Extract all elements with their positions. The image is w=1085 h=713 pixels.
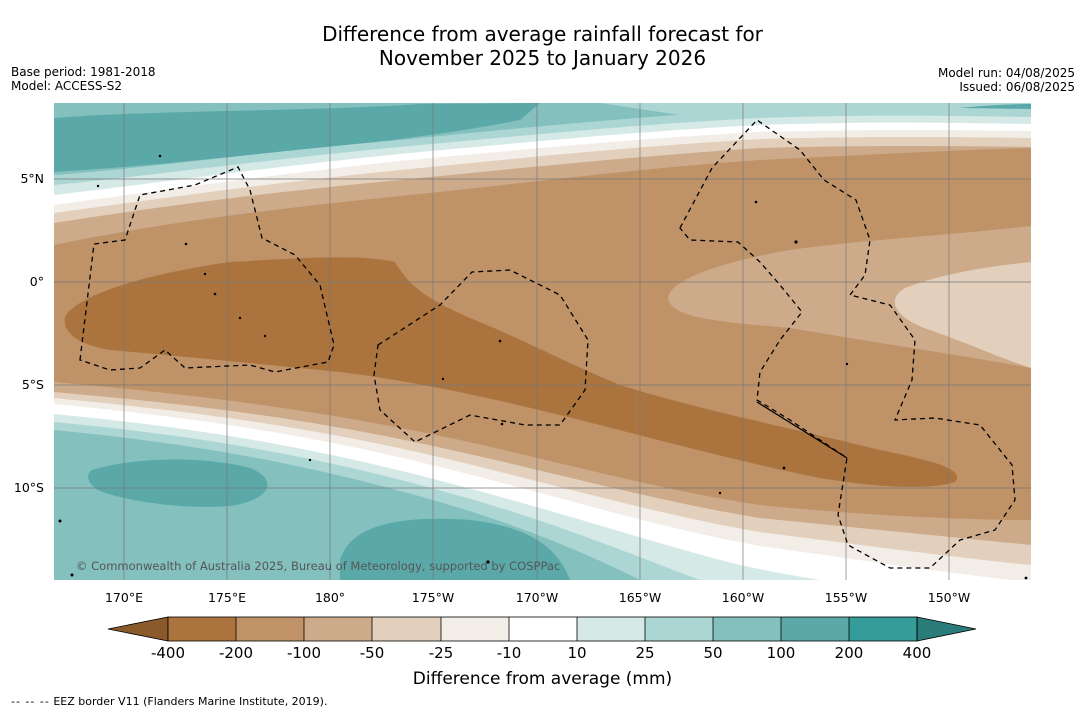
island xyxy=(500,422,504,426)
colorbar-tick: 200 xyxy=(835,644,864,662)
copyright-text: © Commonwealth of Australia 2025, Bureau… xyxy=(76,559,560,573)
colorbar-tick: -100 xyxy=(287,644,321,662)
eez-border-east xyxy=(679,119,1016,569)
lon-label: 165°W xyxy=(619,590,661,605)
colorbar-tick: 10 xyxy=(567,644,586,662)
lon-label: 180° xyxy=(315,590,345,605)
colorbar-segment xyxy=(509,617,577,641)
colorbar-segment xyxy=(781,617,849,641)
lat-label: 10°S xyxy=(14,480,44,495)
island xyxy=(213,292,217,296)
eez-dash-sample: -- -- -- xyxy=(11,695,50,708)
meta-right: Model run: 04/08/2025 Issued: 06/08/2025 xyxy=(938,66,1075,94)
chart-title: Difference from average rainfall forecas… xyxy=(0,22,1085,70)
island xyxy=(263,334,267,338)
title-line-1: Difference from average rainfall forecas… xyxy=(322,22,763,46)
rainfall-map: © Commonwealth of Australia 2025, Bureau… xyxy=(54,103,1031,580)
north-wet-band-strong xyxy=(54,103,540,172)
eez-border-segment xyxy=(756,401,848,459)
colorbar: -400 -200 -100 -50 -25 -10 10 25 50 100 … xyxy=(107,616,977,662)
colorbar-segment xyxy=(304,617,372,641)
lon-label: 170°W xyxy=(516,590,558,605)
colorbar-ticks: -400 -200 -100 -50 -25 -10 10 25 50 100 … xyxy=(151,644,931,662)
south-wet-patch-central xyxy=(340,518,570,580)
colorbar-tick: -25 xyxy=(429,644,454,662)
colorbar-dividers xyxy=(167,616,918,642)
island xyxy=(58,519,62,523)
footnote-text: EEZ border V11 (Flanders Marine Institut… xyxy=(53,695,328,708)
islands xyxy=(58,154,1028,580)
colorbar-segment xyxy=(168,617,236,641)
colorbar-segment xyxy=(236,617,304,641)
colorbar-tick: -400 xyxy=(151,644,185,662)
eez-border-central xyxy=(373,269,589,443)
base-period: Base period: 1981-2018 xyxy=(11,65,156,79)
colorbar-tick: 25 xyxy=(635,644,654,662)
south-wet-patch-west xyxy=(88,459,268,507)
island xyxy=(794,240,798,244)
model-run: Model run: 04/08/2025 xyxy=(937,66,1075,80)
colorbar-tick: 100 xyxy=(767,644,796,662)
axis-labels: 170°E 175°E 180° 175°W 170°W 165°W 160°W… xyxy=(14,171,970,605)
lon-label: 175°W xyxy=(412,590,454,605)
lat-label: 5°S xyxy=(22,377,44,392)
lon-label: 155°W xyxy=(825,590,867,605)
footnote: -- -- -- EEZ border V11 (Flanders Marine… xyxy=(11,695,327,708)
lon-label: 170°E xyxy=(105,590,143,605)
island xyxy=(498,339,502,343)
island xyxy=(308,458,312,462)
colorbar-segment xyxy=(441,617,509,641)
eez-borders xyxy=(79,119,1016,569)
dry-core-region xyxy=(64,257,958,487)
colorbar-frame xyxy=(167,616,918,642)
east-tongue-m50-m25 xyxy=(894,262,1031,368)
island xyxy=(718,491,722,495)
lon-label: 175°E xyxy=(208,590,246,605)
lon-label: 160°W xyxy=(722,590,764,605)
model-name: Model: ACCESS-S2 xyxy=(11,79,123,93)
island xyxy=(782,466,786,470)
island xyxy=(486,560,490,564)
island xyxy=(184,242,188,246)
lat-label: 5°N xyxy=(20,171,44,186)
meta-left: Base period: 1981-2018 Model: ACCESS-S2 xyxy=(11,65,156,93)
issued-date: Issued: 06/08/2025 xyxy=(959,80,1075,94)
colorbar-segment xyxy=(849,617,917,641)
colorbar-segment xyxy=(372,617,441,641)
colorbar-tick: 50 xyxy=(703,644,722,662)
island xyxy=(96,184,100,188)
island xyxy=(70,573,74,577)
island xyxy=(1024,576,1028,580)
colorbar-segment xyxy=(645,617,713,641)
gridlines xyxy=(54,103,1031,580)
island xyxy=(158,154,162,158)
island xyxy=(238,316,242,320)
colorbar-segment xyxy=(577,617,645,641)
colorbar-segment xyxy=(713,617,781,641)
colorbar-tick: -200 xyxy=(219,644,253,662)
colorbar-extend-high xyxy=(916,616,977,642)
colorbar-label: Difference from average (mm) xyxy=(412,669,673,689)
colorbar-tick: 400 xyxy=(903,644,932,662)
lon-label: 150°W xyxy=(928,590,970,605)
colorbar-tick: -50 xyxy=(360,644,385,662)
lat-label: 0° xyxy=(30,274,44,289)
title-line-2: November 2025 to January 2026 xyxy=(378,46,707,70)
island xyxy=(203,272,207,276)
island xyxy=(441,377,445,381)
colorbar-extend-low xyxy=(107,616,169,642)
island xyxy=(845,362,849,366)
colorbar-tick: -10 xyxy=(497,644,522,662)
island xyxy=(754,200,758,204)
